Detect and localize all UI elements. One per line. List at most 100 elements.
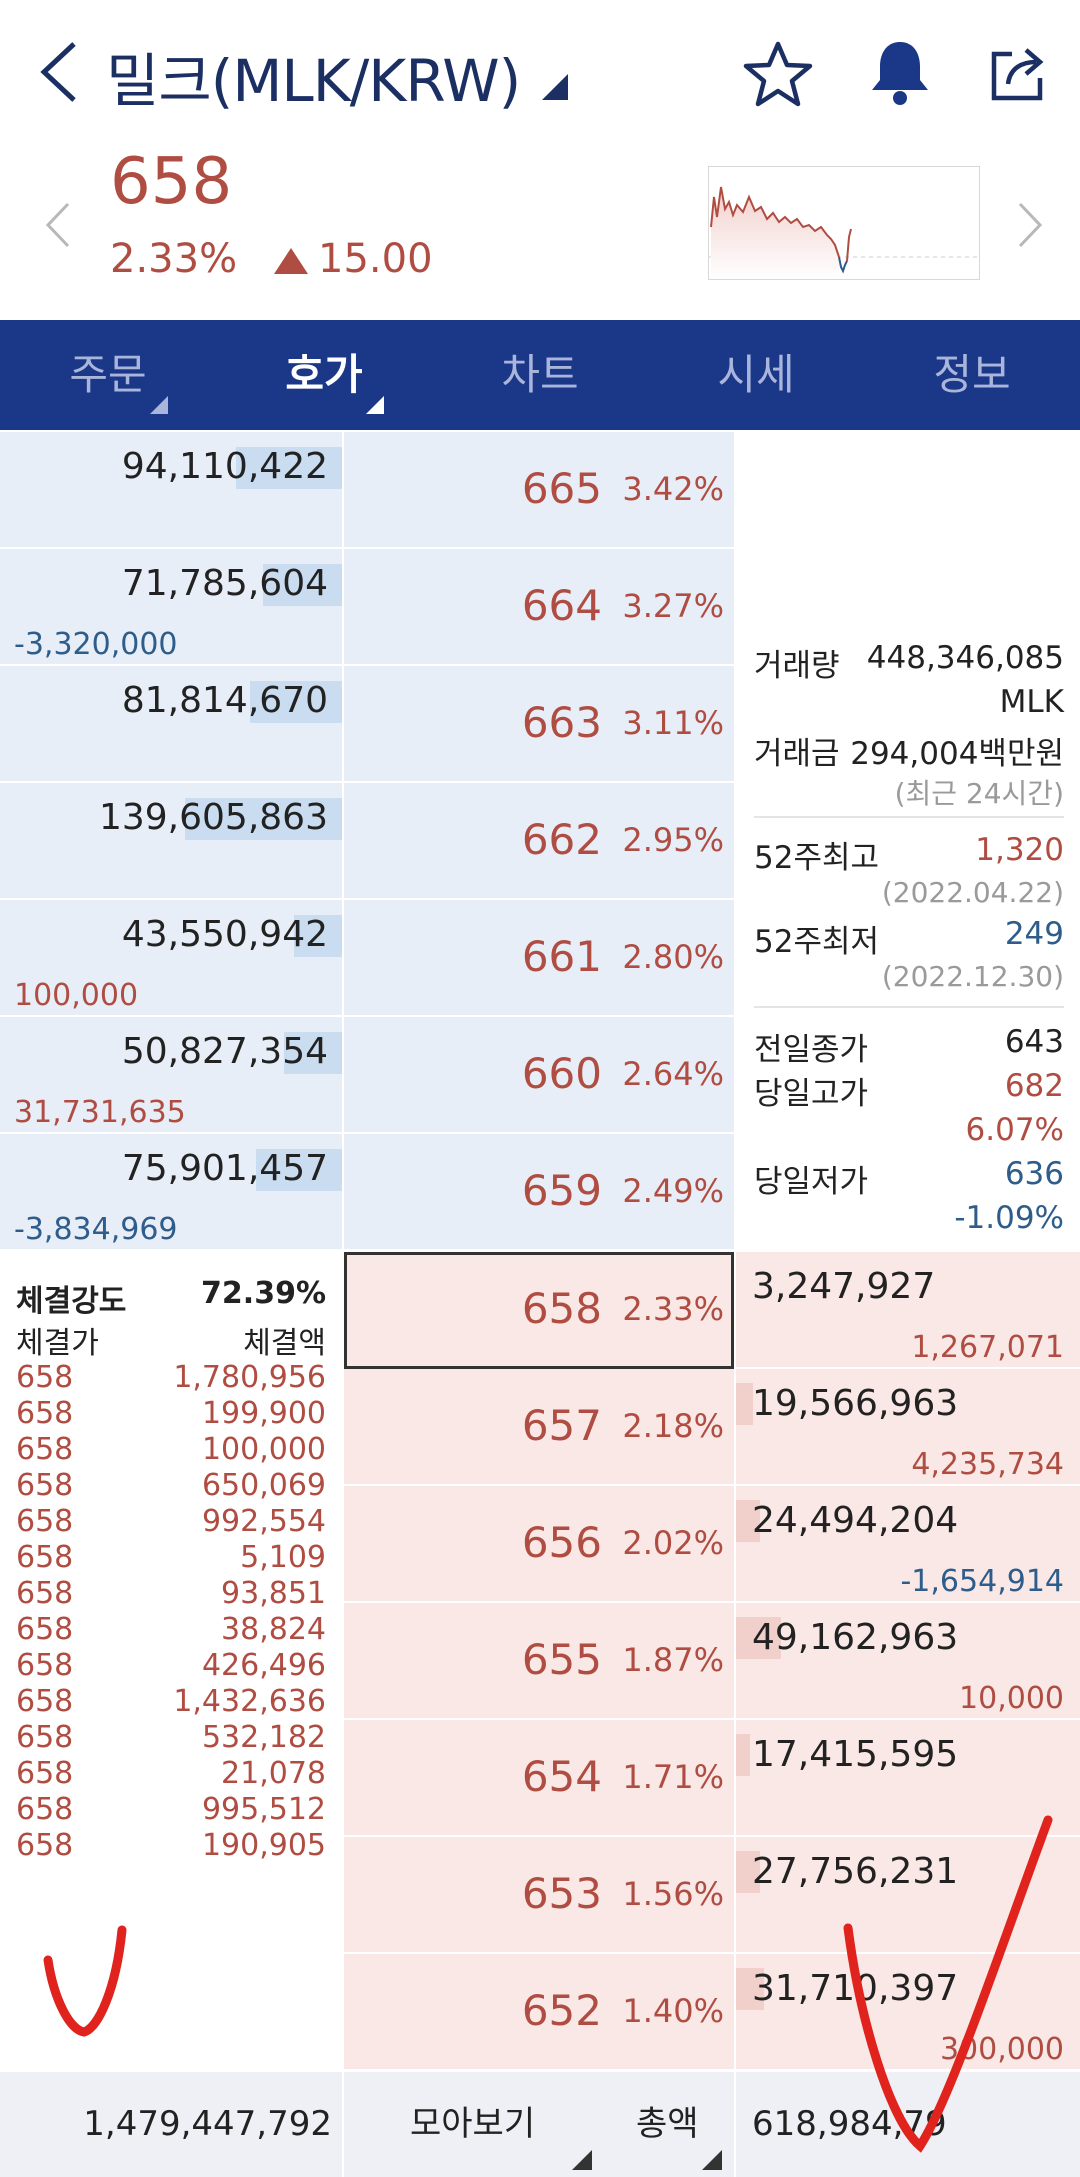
ask-price-cell[interactable]: 664 3.27% [344, 549, 734, 666]
bid-price-percent: 2.18% [622, 1407, 724, 1445]
bid-quantity: 17,415,595 [752, 1734, 959, 1775]
ask-quantity-cell[interactable]: 75,901,457 -3,834,969 [0, 1134, 342, 1251]
tab-quotes-label: 시세 [717, 350, 795, 399]
ask-row[interactable]: 94,110,422 665 3.42% [0, 432, 1080, 549]
ask-row[interactable]: 71,785,604 -3,320,000 664 3.27% [0, 549, 1080, 666]
bid-quantity-cell[interactable]: 19,566,963 4,235,734 [736, 1369, 1080, 1486]
bid-price: 653 [521, 1869, 602, 1918]
ask-quantity-cell[interactable]: 94,110,422 [0, 432, 342, 549]
divider [754, 1006, 1064, 1008]
next-coin-arrow-icon[interactable] [1016, 200, 1046, 250]
ask-quantity: 139,605,863 [98, 797, 328, 838]
trade-price: 658 [16, 1612, 74, 1647]
ask-price-cell[interactable]: 660 2.64% [344, 1017, 734, 1134]
bid-quantity-change: -1,654,914 [900, 1564, 1064, 1599]
mini-chart[interactable] [708, 166, 980, 280]
ask-row[interactable]: 43,550,942 100,000 661 2.80% [0, 900, 1080, 1017]
ask-price-cell[interactable]: 662 2.95% [344, 783, 734, 900]
trade-amount: 5,109 [240, 1540, 326, 1575]
day-low-value: 636 [1004, 1156, 1064, 1192]
trade-price: 658 [16, 1396, 74, 1431]
tab-order[interactable]: 주문 [0, 320, 216, 430]
ask-quantity-cell[interactable]: 71,785,604 -3,320,000 [0, 549, 342, 666]
bid-price-percent: 1.40% [622, 1992, 724, 2030]
ask-quantity-cell[interactable]: 43,550,942 100,000 [0, 900, 342, 1017]
ask-price-cell[interactable]: 665 3.42% [344, 432, 734, 549]
ask-quantity-change: 31,731,635 [14, 1095, 186, 1130]
bid-quantity: 27,756,231 [752, 1851, 959, 1892]
ask-price-percent: 2.64% [622, 1055, 724, 1093]
ask-quantity-change: 100,000 [14, 978, 139, 1013]
day-low-pct: -1.09% [954, 1200, 1064, 1236]
ask-quantity-cell[interactable]: 139,605,863 [0, 783, 342, 900]
trade-price: 658 [16, 1504, 74, 1539]
bell-icon[interactable] [866, 36, 934, 106]
ask-quantity: 75,901,457 [121, 1148, 328, 1189]
ask-price-percent: 2.49% [622, 1172, 724, 1210]
trade-amount: 650,069 [201, 1468, 326, 1503]
page-title[interactable]: 밀크(MLK/KRW) [106, 47, 521, 115]
bid-quantity-cell[interactable]: 49,162,963 10,000 [736, 1603, 1080, 1720]
ask-price-cell[interactable]: 663 3.11% [344, 666, 734, 783]
bid-price: 656 [521, 1518, 602, 1567]
bid-quantity-cell[interactable]: 17,415,595 [736, 1720, 1080, 1837]
high52-date: (2022.04.22) [881, 876, 1064, 909]
bid-price-percent: 2.02% [622, 1524, 724, 1562]
amount-note: (최근 24시간) [894, 777, 1064, 810]
bid-price: 657 [521, 1401, 602, 1450]
bid-price-cell[interactable]: 653 1.56% [344, 1837, 734, 1954]
tab-orderbook[interactable]: 호가 [216, 320, 432, 430]
tab-info-label: 정보 [933, 350, 1011, 399]
bid-quantity-cell[interactable]: 24,494,204 -1,654,914 [736, 1486, 1080, 1603]
trade-price: 658 [16, 1828, 74, 1863]
bid-quantity: 3,247,927 [752, 1266, 936, 1307]
back-icon[interactable] [36, 40, 84, 104]
ask-row[interactable]: 75,901,457 -3,834,969 659 2.49% [0, 1134, 1080, 1251]
bid-price: 654 [521, 1752, 602, 1801]
trade-price: 658 [16, 1576, 74, 1611]
bid-price: 655 [521, 1635, 602, 1684]
ask-row[interactable]: 139,605,863 662 2.95% [0, 783, 1080, 900]
ask-price-cell[interactable]: 661 2.80% [344, 900, 734, 1017]
bid-quantity-bar [736, 1383, 753, 1425]
prev-coin-arrow-icon[interactable] [42, 200, 72, 250]
bid-price-cell[interactable]: 655 1.87% [344, 1603, 734, 1720]
bid-price-percent: 1.87% [622, 1641, 724, 1679]
day-high-pct: 6.07% [965, 1112, 1064, 1148]
ask-quantity-bar [250, 681, 342, 723]
ask-quantity-bar [185, 798, 342, 840]
ask-price-cell[interactable]: 659 2.49% [344, 1134, 734, 1251]
tab-orderbook-corner-icon [366, 396, 384, 414]
ask-row[interactable]: 50,827,354 31,731,635 660 2.64% [0, 1017, 1080, 1134]
tab-chart[interactable]: 차트 [432, 320, 648, 430]
bid-quantity-cell[interactable]: 27,756,231 [736, 1837, 1080, 1954]
ask-quantity: 94,110,422 [121, 446, 328, 487]
share-icon[interactable] [986, 40, 1050, 104]
tab-quotes[interactable]: 시세 [648, 320, 864, 430]
handwritten-check-mark-left [43, 1925, 127, 2037]
total-mode-button[interactable]: 총액 [636, 2104, 699, 2144]
ask-quantity: 81,814,670 [121, 680, 328, 721]
ask-quantity-cell[interactable]: 50,827,354 31,731,635 [0, 1017, 342, 1134]
bid-price-cell[interactable]: 657 2.18% [344, 1369, 734, 1486]
tab-order-corner-icon [150, 396, 168, 414]
ask-price: 659 [521, 1166, 602, 1215]
dropdown-triangle-icon[interactable] [542, 74, 568, 100]
ask-quantity-cell[interactable]: 81,814,670 [0, 666, 342, 783]
amount-label: 거래금 [754, 736, 840, 772]
view-mode-button[interactable]: 모아보기 [410, 2104, 536, 2144]
bid-price-cell[interactable]: 654 1.71% [344, 1720, 734, 1837]
bid-price-cell[interactable]: 656 2.02% [344, 1486, 734, 1603]
bid-quantity-change: 4,235,734 [911, 1447, 1064, 1482]
trade-price: 658 [16, 1756, 74, 1791]
ask-row[interactable]: 81,814,670 663 3.11% [0, 666, 1080, 783]
star-icon[interactable] [742, 38, 814, 110]
trade-amount: 532,182 [201, 1720, 326, 1755]
bid-price-cell[interactable]: 652 1.40% [344, 1954, 734, 2071]
tab-info[interactable]: 정보 [864, 320, 1080, 430]
top-bar: 밀크(MLK/KRW) [0, 0, 1080, 150]
total-mode-corner-icon [702, 2150, 722, 2170]
ask-price: 664 [521, 581, 602, 630]
bid-quantity-cell[interactable]: 3,247,927 1,267,071 [736, 1252, 1080, 1369]
